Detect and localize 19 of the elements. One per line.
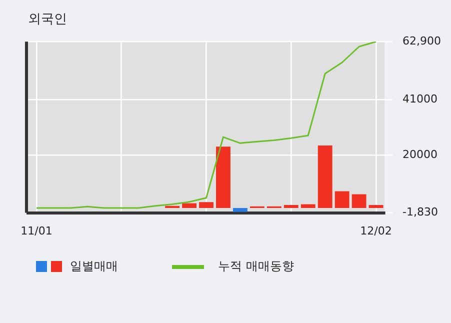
x-tick-label: 12/02 <box>360 224 392 238</box>
bar <box>182 203 196 208</box>
y-tick-label: 41000 <box>402 92 438 106</box>
bar <box>352 194 366 208</box>
y-tick-label: 62,900 <box>402 34 442 48</box>
bar <box>232 208 248 212</box>
bar <box>300 204 316 208</box>
bar <box>368 205 384 208</box>
bar <box>199 202 214 208</box>
bar <box>284 205 298 208</box>
x-tick-label: 11/01 <box>20 224 52 238</box>
legend-label: 일별매매 <box>70 258 118 275</box>
legend-label: 누적 매매동향 <box>218 258 294 275</box>
y-tick-label: 20000 <box>402 148 438 161</box>
y-tick-label: -1,830 <box>402 206 438 219</box>
bar <box>334 191 350 208</box>
bar <box>318 146 332 208</box>
chart-title: 외국인 <box>28 12 67 28</box>
bar <box>216 146 230 208</box>
